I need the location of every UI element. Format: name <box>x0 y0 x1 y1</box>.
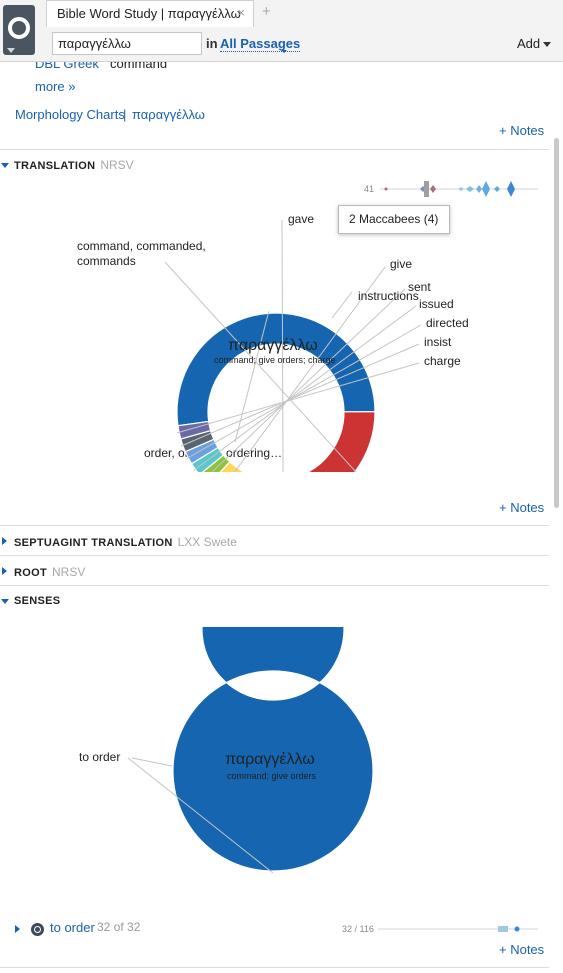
sparkline-dot <box>384 187 388 191</box>
sense-row-count: 32 of 32 <box>97 920 141 934</box>
app-logo-menu[interactable] <box>3 5 35 55</box>
sparkline-mark <box>430 185 436 193</box>
donut-slice-order-ordered-ordering[interactable] <box>176 312 376 427</box>
tooltip-text: 2 Maccabees (4) <box>349 212 439 226</box>
close-icon[interactable]: × <box>237 5 245 20</box>
section-subtitle: LXX Swete <box>177 535 237 549</box>
caret-down-icon <box>7 48 15 53</box>
slice-label-issued: issued <box>419 297 454 311</box>
separator: | <box>123 107 127 122</box>
section-title: TRANSLATION <box>14 160 96 172</box>
divider <box>0 585 549 586</box>
add-label: Add <box>517 36 541 51</box>
divider <box>0 967 549 968</box>
leader-line <box>193 305 417 471</box>
slice-label-to-order: to order <box>79 750 120 764</box>
sparkline-dot <box>514 926 520 932</box>
morphology-charts-link[interactable]: Morphology Charts <box>15 107 125 122</box>
scrollbar[interactable] <box>554 138 559 508</box>
sparkline-mark <box>507 181 515 197</box>
sense-icon <box>31 923 44 936</box>
top-bar: Bible Word Study | παραγγέλλω × + in All… <box>0 0 563 62</box>
leader-line <box>281 219 284 472</box>
section-collapsed-icon[interactable] <box>2 537 7 545</box>
sparkline-mark <box>466 186 474 192</box>
leader-line <box>211 288 406 472</box>
section-septuagint-header[interactable]: SEPTUAGINT TRANSLATION LXX Swete <box>14 535 237 549</box>
logos-ring-icon <box>8 17 30 39</box>
chart-center-word: παραγγέλλω <box>228 337 318 354</box>
passages-dropdown[interactable]: All Passages <box>220 36 301 52</box>
section-root-header[interactable]: ROOT NRSV <box>14 565 85 579</box>
sparkline-mark <box>498 926 508 932</box>
divider <box>0 149 549 150</box>
expand-row-icon[interactable] <box>15 925 20 933</box>
in-label: in <box>206 36 218 51</box>
section-expanded-icon[interactable] <box>1 163 9 168</box>
slice-label-insist: insist <box>424 335 452 349</box>
section-senses-header[interactable]: SENSES <box>14 595 61 607</box>
slice-label-directed: directed <box>426 316 469 330</box>
translation-donut-chart: order, ordered, ordering…command, comman… <box>77 212 469 472</box>
leader-line <box>127 757 274 874</box>
distribution-count: 41 <box>364 184 375 194</box>
leader-line <box>164 261 357 472</box>
senses-donut-chart: to order <box>79 627 374 874</box>
chart-center-gloss: command; give orders; charge <box>214 355 336 365</box>
leader-line <box>131 757 173 767</box>
dbl-greek-gloss: command <box>110 62 168 71</box>
section-translation-header[interactable]: TRANSLATION NRSV <box>14 158 134 172</box>
sparkline-mark <box>458 187 464 191</box>
slice-label-command-commanded-commands: command, commanded, commands <box>77 239 206 268</box>
caret-down-icon <box>543 42 552 48</box>
section-title: SEPTUAGINT TRANSLATION <box>14 537 173 549</box>
slice-label-give: give <box>390 257 412 271</box>
notes-link-top[interactable]: + Notes <box>499 123 545 138</box>
donut-slice-to-order[interactable] <box>172 627 374 872</box>
section-title: ROOT <box>14 567 47 579</box>
search-input[interactable] <box>52 32 202 55</box>
leader-line <box>234 266 386 472</box>
sense-row-link[interactable]: to order <box>50 920 95 935</box>
divider <box>0 525 549 526</box>
slice-label-sent: sent <box>408 280 431 294</box>
section-collapsed-icon[interactable] <box>2 567 7 575</box>
add-tab-icon[interactable]: + <box>262 3 271 20</box>
sparkline-selection <box>424 181 429 197</box>
slice-label-charge: charge <box>424 354 461 368</box>
slice-label-gave: gave <box>288 212 314 226</box>
sparkline-mark <box>482 181 490 197</box>
senses-center-word: παραγγέλλω <box>225 751 315 768</box>
senses-sparkline[interactable] <box>378 922 540 936</box>
divider <box>0 555 549 556</box>
more-link[interactable]: more » <box>35 79 76 94</box>
sparkline-mark <box>476 185 482 193</box>
distribution-sparkline[interactable] <box>380 177 540 201</box>
sparkline-mark <box>494 186 500 192</box>
slice-label-instructions: instructions <box>358 289 419 303</box>
senses-center-gloss: command; give orders <box>227 771 317 781</box>
tab-title: Bible Word Study | παραγγέλλω <box>57 6 241 21</box>
notes-link-translation[interactable]: + Notes <box>499 500 545 515</box>
leader-line <box>186 324 422 460</box>
leader-line <box>180 343 420 447</box>
sense-row-ratio: 32 / 116 <box>342 924 374 934</box>
notes-link-senses[interactable]: + Notes <box>499 942 545 957</box>
add-menu-button[interactable]: Add <box>517 36 552 51</box>
tab-bible-word-study[interactable]: Bible Word Study | παραγγέλλω × <box>46 0 254 27</box>
section-expanded-icon[interactable] <box>1 599 9 604</box>
section-subtitle: NRSV <box>51 565 86 579</box>
donut-slice-command-commanded-commands[interactable] <box>295 411 376 472</box>
section-subtitle: NRSV <box>100 158 134 172</box>
content-area: DBL Greek command more » Morphology Char… <box>0 62 563 973</box>
morphology-word-link[interactable]: παραγγέλλω <box>132 107 205 122</box>
leader-line <box>331 291 353 319</box>
leader-line <box>177 362 420 434</box>
chevron-down-icon <box>281 50 287 53</box>
tooltip: 2 Maccabees (4) <box>338 205 450 234</box>
dbl-greek-link[interactable]: DBL Greek <box>35 62 99 71</box>
